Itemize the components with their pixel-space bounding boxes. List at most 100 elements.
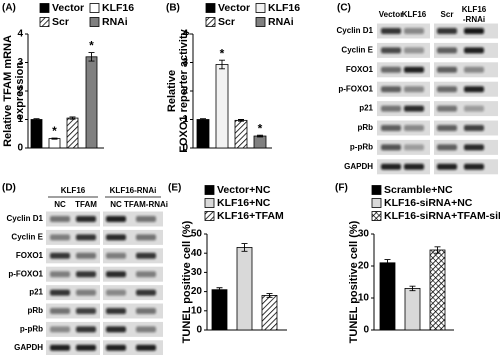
band <box>381 86 401 93</box>
row-label: p-pRb <box>350 143 373 152</box>
band <box>404 28 424 34</box>
y-axis-label: Relative TFAM mRNA <box>2 35 14 147</box>
bar <box>215 64 229 149</box>
band <box>106 308 126 314</box>
blot-strip <box>103 303 163 319</box>
y-tick-label: 10 <box>358 293 370 304</box>
error-bar <box>266 293 273 298</box>
error-bar <box>409 285 416 292</box>
band <box>106 271 126 278</box>
band <box>136 271 156 278</box>
band <box>106 344 126 351</box>
group-label: KLF16 <box>61 186 86 195</box>
y-axis-label: TUNEL positive cell (%) <box>348 220 360 343</box>
error-bar <box>200 118 206 121</box>
y-tick-label: 20 <box>191 286 203 297</box>
significance-mark: * <box>220 46 225 60</box>
legend-swatch <box>255 3 266 13</box>
blot-strip <box>377 81 430 97</box>
band <box>381 47 401 54</box>
band <box>136 344 156 351</box>
y-tick-label: 0 <box>17 143 23 154</box>
band <box>136 216 156 222</box>
y-tick-label: 3 <box>182 57 188 68</box>
band <box>437 125 457 131</box>
row-label: Cyclin D1 <box>7 214 44 223</box>
band <box>437 66 457 73</box>
bar <box>66 117 79 149</box>
legend-label: KLF16 <box>268 2 300 14</box>
lane-label: Scr <box>441 10 454 19</box>
y-tick-label: 20 <box>358 261 370 272</box>
legend-label: KLF16-siRNA+TFAM-siRNA <box>384 210 500 222</box>
panel-label: (C) <box>337 3 351 14</box>
band <box>404 86 424 93</box>
band <box>50 252 70 259</box>
bar <box>404 287 421 331</box>
legend-swatch <box>371 185 382 195</box>
error-bar <box>241 243 248 252</box>
legend-swatch <box>205 3 216 13</box>
blot-strip <box>377 101 430 117</box>
legend-label: Vector <box>218 2 250 14</box>
y-tick-label: 10 <box>191 305 203 316</box>
blot-strip <box>377 139 430 155</box>
lane-label: Vector <box>379 10 403 19</box>
error-bar <box>216 287 223 293</box>
legend-label: KLF16 <box>102 2 134 14</box>
band <box>136 234 156 241</box>
band <box>381 125 401 131</box>
error-bar <box>51 137 58 140</box>
band <box>76 271 96 278</box>
band <box>464 144 484 151</box>
error-bar <box>33 118 40 121</box>
band <box>50 308 70 314</box>
band <box>464 125 484 131</box>
band <box>437 86 457 93</box>
bar <box>196 119 210 149</box>
legend-swatch <box>371 198 382 208</box>
band <box>76 326 96 333</box>
significance-mark: * <box>258 121 263 135</box>
band <box>464 105 484 112</box>
band <box>50 271 70 278</box>
panel-label: (E) <box>168 183 181 194</box>
row-label: GAPDH <box>344 162 373 171</box>
legend-swatch <box>204 211 215 221</box>
row-label: p-FOXO1 <box>8 269 43 278</box>
band <box>404 144 424 151</box>
legend-swatch <box>204 198 215 208</box>
blot-strip <box>103 321 163 337</box>
panel-label: (A) <box>2 3 16 14</box>
band <box>404 47 424 54</box>
row-label: p-pRb <box>20 325 43 334</box>
band <box>404 163 424 170</box>
band <box>76 308 96 314</box>
legend-label: KLF16+NC <box>217 197 271 209</box>
band <box>76 344 96 351</box>
legend-swatch <box>89 17 100 27</box>
band <box>464 28 484 34</box>
blot-strip <box>46 285 100 301</box>
legend-swatch <box>255 17 266 27</box>
band <box>381 66 401 73</box>
lane-label: TFAM <box>75 200 97 209</box>
lane-label: TFAM-RNAi <box>124 200 168 209</box>
row-label: Cyclin E <box>341 46 373 55</box>
band <box>464 66 484 73</box>
y-axis-label: FOXO1 reporter activity <box>178 28 190 152</box>
blot-strip <box>46 211 100 227</box>
row-label: FOXO1 <box>346 65 374 74</box>
error-bar <box>88 52 95 62</box>
legend-swatch <box>205 17 216 27</box>
row-label: p21 <box>29 288 43 297</box>
band <box>381 163 401 170</box>
band <box>464 163 484 170</box>
y-tick-label: 0 <box>182 143 188 154</box>
blot-strip <box>377 23 430 39</box>
blot-strip <box>46 248 100 264</box>
y-tick-label: 2 <box>182 86 188 97</box>
band <box>404 66 424 73</box>
band <box>437 28 457 34</box>
error-bar <box>384 259 391 267</box>
